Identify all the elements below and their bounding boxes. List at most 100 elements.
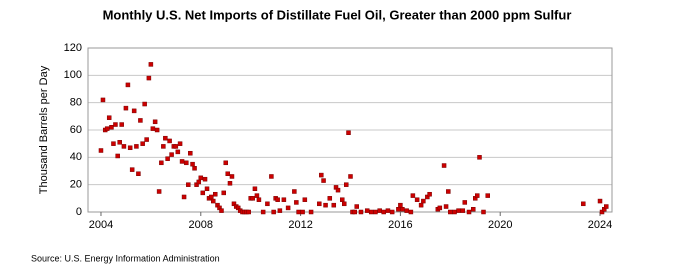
point [368, 209, 374, 215]
point [200, 190, 206, 196]
point [136, 171, 141, 176]
point [229, 174, 235, 179]
point [213, 191, 218, 197]
plot-frame [87, 47, 613, 213]
point [400, 207, 405, 212]
point [140, 141, 145, 146]
point [119, 122, 124, 127]
point [225, 171, 230, 176]
point [448, 209, 453, 215]
point [340, 197, 345, 202]
point [211, 198, 216, 204]
point [485, 193, 490, 198]
point [348, 174, 353, 179]
chart-title: Monthly U.S. Net Imports of Distillate F… [103, 7, 572, 22]
point [159, 160, 164, 166]
point [100, 97, 106, 103]
point [296, 209, 301, 215]
point [198, 175, 204, 181]
y-tick-label: 0 [76, 206, 82, 218]
point [300, 209, 305, 215]
point [260, 209, 266, 215]
point [358, 209, 364, 215]
point [181, 194, 187, 200]
point [129, 167, 135, 172]
point [127, 145, 133, 151]
point [177, 141, 183, 146]
point [319, 172, 324, 178]
point [202, 176, 208, 182]
point [421, 198, 426, 204]
point [477, 155, 482, 160]
point [471, 207, 476, 212]
point [377, 208, 382, 213]
point [219, 208, 224, 213]
point [271, 209, 276, 215]
point [106, 115, 112, 120]
point [121, 144, 127, 149]
point [250, 196, 255, 201]
y-tick-label: 20 [70, 179, 82, 191]
point [104, 126, 110, 131]
point [184, 160, 189, 166]
point [265, 201, 270, 207]
point [352, 209, 357, 215]
point [277, 208, 283, 213]
point [109, 125, 114, 130]
point [354, 204, 359, 209]
point [246, 209, 251, 215]
point [327, 196, 333, 201]
point [196, 179, 202, 185]
point [408, 209, 414, 215]
point [192, 166, 197, 171]
point [308, 209, 314, 215]
point [281, 197, 287, 202]
point [123, 105, 129, 111]
point [117, 140, 122, 145]
point [418, 202, 424, 208]
point [335, 187, 341, 193]
point [346, 130, 351, 135]
point [342, 201, 347, 207]
point [125, 82, 131, 88]
point [446, 189, 451, 194]
point [152, 119, 158, 125]
point [227, 181, 233, 186]
point [256, 197, 262, 202]
point [381, 209, 386, 215]
point [209, 194, 214, 200]
point [389, 209, 395, 215]
point [581, 201, 586, 207]
point [138, 118, 143, 123]
point [204, 186, 210, 192]
point [443, 204, 449, 209]
point [150, 126, 156, 131]
point [131, 108, 137, 114]
point [398, 202, 403, 208]
point [414, 197, 420, 202]
x-tick-label: 2016 [388, 219, 412, 231]
x-tick-label: 2020 [488, 219, 512, 231]
point [462, 200, 468, 205]
point [252, 186, 258, 192]
point [404, 208, 409, 213]
point [410, 193, 416, 198]
point [344, 182, 349, 187]
y-axis-label: Thousand Barrels per Day [38, 65, 50, 194]
point [302, 197, 308, 202]
point [460, 208, 466, 213]
point [156, 189, 162, 194]
y-tick-label: 40 [70, 151, 82, 163]
point [385, 208, 391, 213]
point [188, 150, 193, 156]
point [142, 101, 147, 107]
point [292, 189, 297, 194]
point [115, 153, 120, 159]
point [466, 209, 472, 215]
point [134, 144, 139, 149]
point [269, 174, 274, 179]
point [321, 178, 326, 183]
point [223, 160, 228, 166]
point [169, 152, 174, 157]
